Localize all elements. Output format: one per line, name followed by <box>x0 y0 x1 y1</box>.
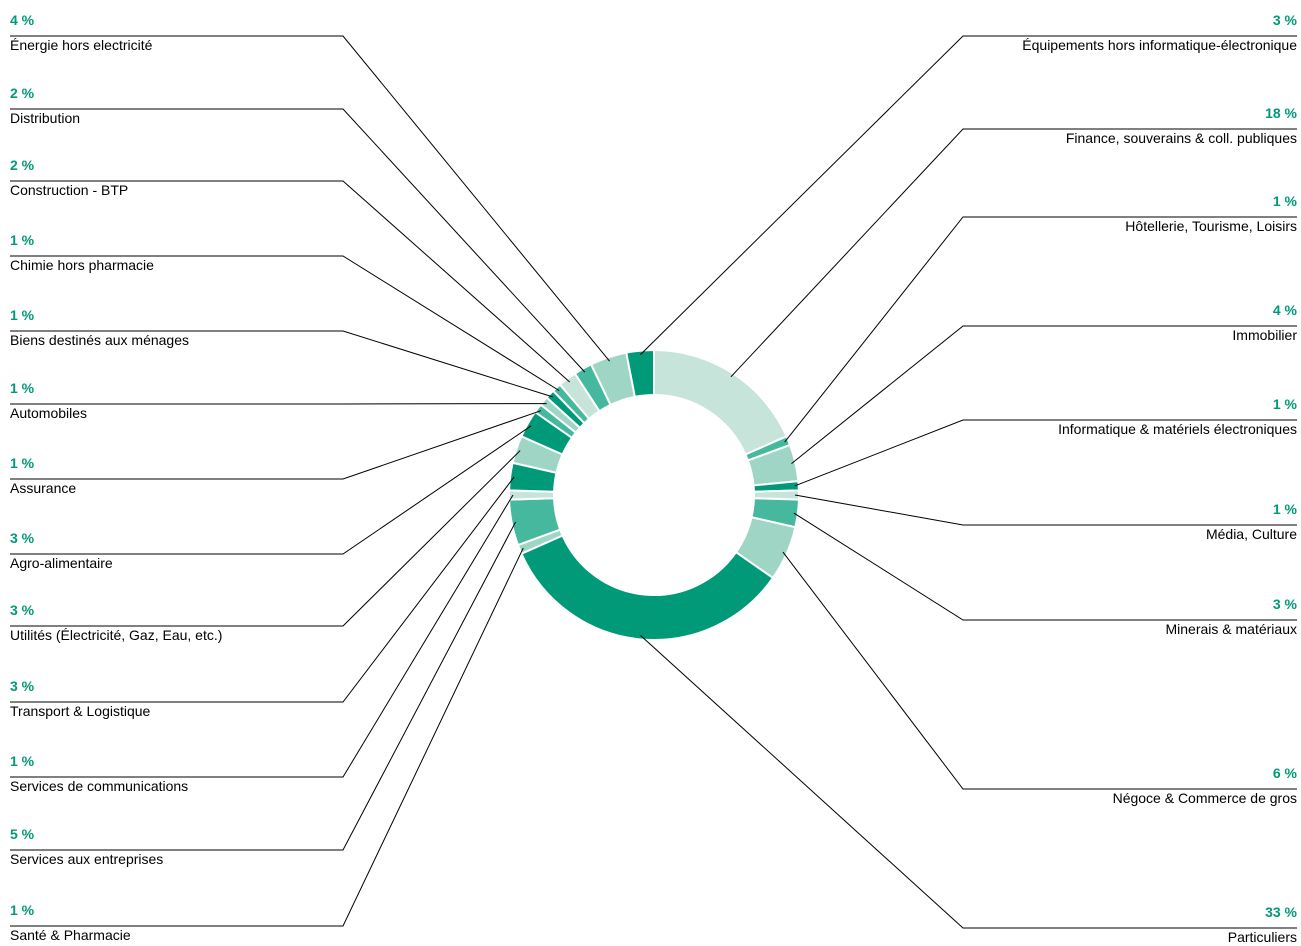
leader-line <box>794 419 1297 487</box>
value-label: 1 % <box>10 307 35 323</box>
category-label: Assurance <box>10 480 76 496</box>
value-label: 33 % <box>1265 904 1297 920</box>
value-label: 3 % <box>10 530 35 546</box>
leader-line <box>793 512 1297 621</box>
leader-line <box>10 108 586 373</box>
leader-line <box>10 330 553 398</box>
leader-line <box>10 476 515 703</box>
value-label: 4 % <box>1273 302 1298 318</box>
category-label: Immobilier <box>1232 327 1297 343</box>
category-label: Construction - BTP <box>10 182 128 198</box>
leader-line <box>10 450 521 627</box>
category-label: Transport & Logistique <box>10 703 151 719</box>
category-label: Services aux entreprises <box>10 851 163 867</box>
leader-line <box>782 551 1297 790</box>
category-label: Biens destinés aux ménages <box>10 332 189 348</box>
value-label: 1 % <box>10 902 35 918</box>
category-label: Média, Culture <box>1206 526 1297 542</box>
category-label: Services de communications <box>10 778 188 794</box>
value-label: 1 % <box>10 380 35 396</box>
leader-line <box>791 325 1297 465</box>
value-label: 1 % <box>1273 193 1298 209</box>
category-label: Chimie hors pharmacie <box>10 257 154 273</box>
value-label: 3 % <box>1273 596 1298 612</box>
value-label: 3 % <box>10 602 35 618</box>
category-label: Finance, souverains & coll. publiques <box>1066 130 1297 146</box>
leader-line <box>10 425 532 555</box>
category-label: Particuliers <box>1228 929 1297 945</box>
value-label: 1 % <box>10 455 35 471</box>
donut-slice <box>653 348 788 456</box>
value-label: 4 % <box>10 12 35 28</box>
value-label: 1 % <box>1273 396 1298 412</box>
leader-line <box>10 494 514 778</box>
value-label: 2 % <box>10 85 35 101</box>
category-label: Automobiles <box>10 405 87 421</box>
category-label: Santé & Pharmacie <box>10 927 131 943</box>
leader-line <box>10 410 542 480</box>
category-label: Distribution <box>10 110 80 126</box>
value-label: 3 % <box>10 678 35 694</box>
category-label: Minerais & matériaux <box>1166 621 1298 637</box>
category-label: Informatique & matériels électroniques <box>1058 421 1297 437</box>
value-label: 3 % <box>1273 12 1298 28</box>
category-label: Énergie hors electricité <box>10 37 153 53</box>
leader-line <box>10 547 524 927</box>
leader-line <box>10 35 610 362</box>
category-label: Équipements hors informatique-électroniq… <box>1022 37 1297 53</box>
value-label: 5 % <box>10 826 35 842</box>
value-label: 2 % <box>10 157 35 173</box>
category-label: Hôtellerie, Tourisme, Loisirs <box>1125 218 1297 234</box>
leader-line <box>10 521 517 851</box>
value-label: 1 % <box>10 753 35 769</box>
leader-line <box>10 255 560 392</box>
value-label: 18 % <box>1265 105 1297 121</box>
value-label: 6 % <box>1273 765 1298 781</box>
leader-line <box>794 494 1297 526</box>
leader-line <box>730 128 1297 378</box>
leader-line <box>640 35 1297 356</box>
donut-slice <box>625 348 655 399</box>
category-label: Agro-alimentaire <box>10 555 113 571</box>
donut-slice <box>520 534 775 641</box>
value-label: 1 % <box>10 232 35 248</box>
category-label: Négoce & Commerce de gros <box>1113 790 1297 806</box>
leader-line <box>10 180 570 383</box>
category-label: Utilités (Électricité, Gaz, Eau, etc.) <box>10 627 222 643</box>
value-label: 1 % <box>1273 501 1298 517</box>
leader-line <box>640 634 1297 929</box>
leader-line <box>784 216 1297 443</box>
